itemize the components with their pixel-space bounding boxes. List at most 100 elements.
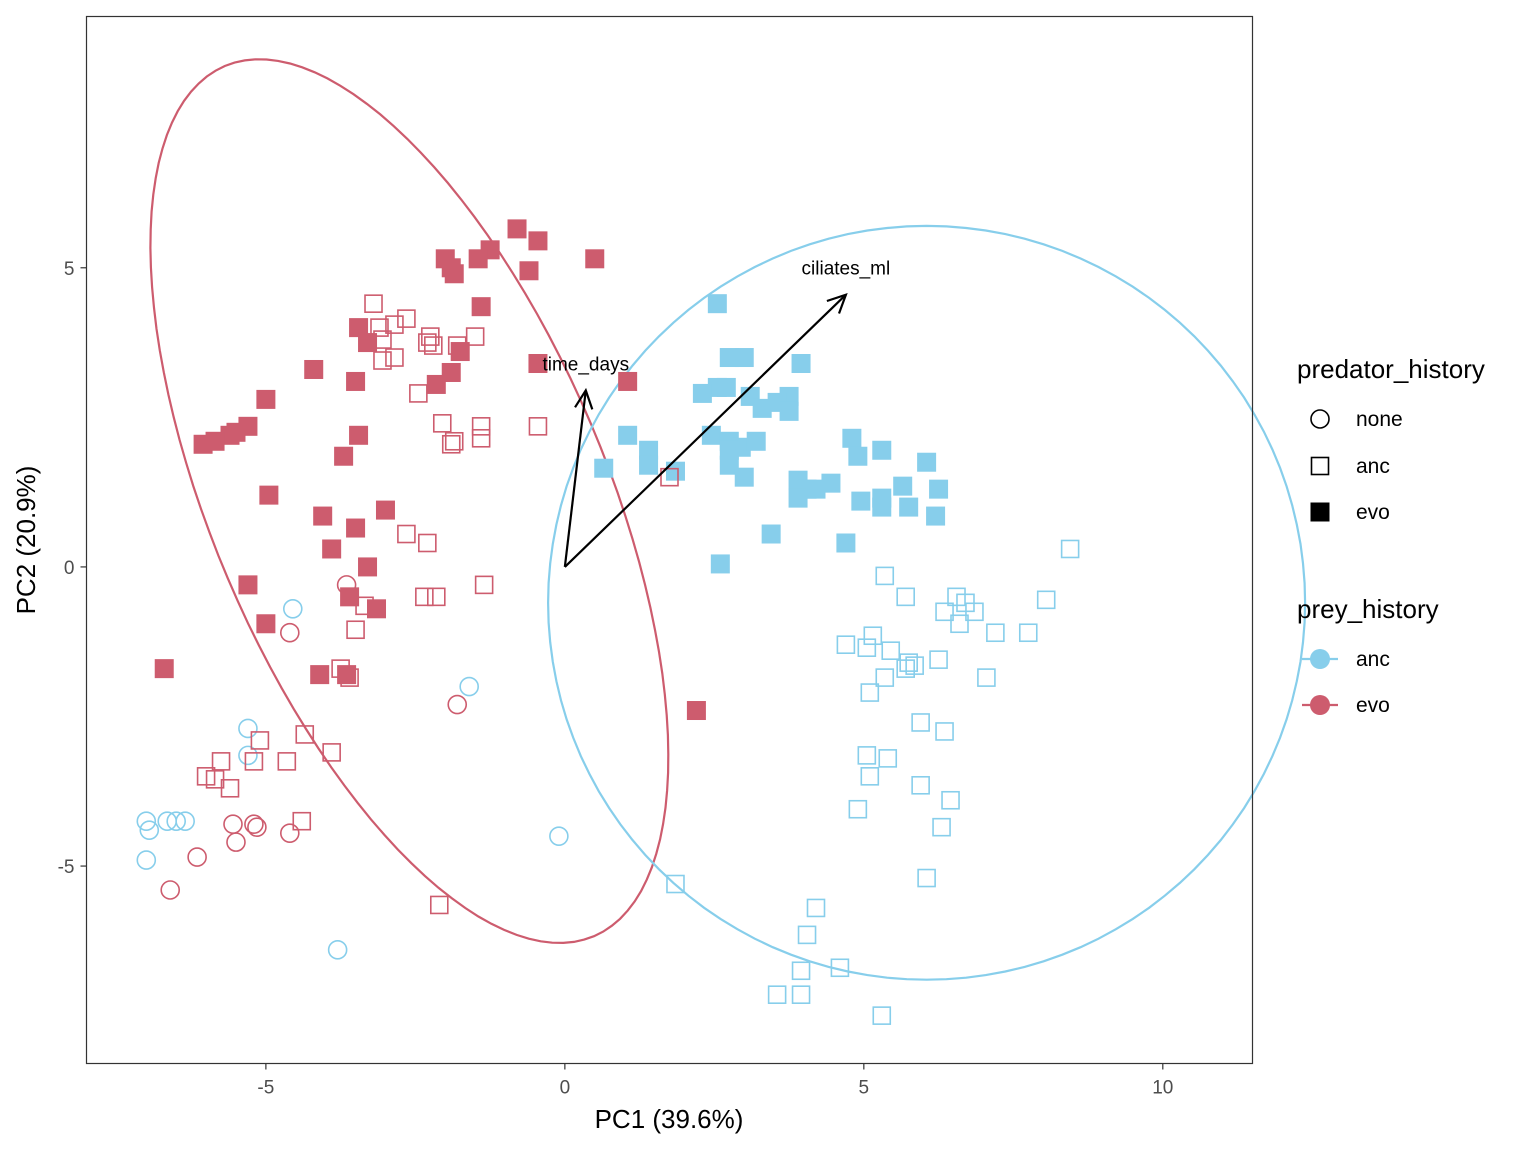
y-tick-label: -5 [58,857,75,878]
point-evo-anc [660,467,679,487]
point-evo-anc [528,417,548,436]
y-tick-label: 5 [64,259,75,280]
legend-label-none: none [1356,408,1403,431]
point-anc-evo [746,431,766,451]
point-evo-anc [385,315,404,334]
point-evo-anc [432,414,452,433]
point-evo-anc [418,333,437,352]
point-evo-anc [426,587,446,607]
point-anc-evo [719,440,739,460]
arrow-ciliates_ml [564,293,847,568]
x-tick-label: 0 [560,1078,571,1099]
point-evo-evo [349,425,369,445]
point-anc-anc [986,623,1005,643]
point-anc-anc [860,683,880,702]
point-evo-none [280,823,300,843]
point-evo-anc [250,731,270,750]
label-ciliates_ml: ciliates_ml [802,259,891,280]
x-tick-label: 5 [859,1078,870,1099]
point-evo-evo [618,371,638,391]
point-anc-anc [917,868,936,888]
point-evo-anc [205,770,225,789]
legend-dot-anc [1310,649,1330,669]
point-anc-anc [941,790,960,810]
point-anc-anc [899,653,918,672]
ellipse-evo [149,58,670,945]
point-evo-evo [358,333,378,353]
point-anc-none [549,826,569,846]
point-anc-anc [950,614,969,634]
point-anc-evo [710,554,730,574]
point-evo-evo [256,614,276,634]
data-points [136,219,1080,1025]
point-evo-evo [313,506,333,526]
point-evo-evo [358,557,378,577]
point-evo-evo [346,371,366,391]
point-evo-anc [444,431,464,451]
point-anc-anc [875,566,895,586]
point-evo-evo [528,354,548,374]
point-anc-none [327,940,348,960]
point-anc-anc [791,961,811,981]
point-anc-evo [791,354,811,374]
point-evo-anc [370,318,389,337]
point-evo-anc [441,434,461,454]
point-evo-evo [349,318,369,338]
point-evo-none [280,622,300,643]
point-evo-anc [415,587,434,607]
point-anc-anc [806,898,826,918]
point-anc-anc [935,722,954,741]
point-anc-evo [929,479,949,499]
point-evo-none [244,814,264,834]
loading-arrows: time_days ciliates_ml [542,259,891,568]
point-anc-anc [860,767,880,786]
point-anc-evo [665,461,685,481]
point-evo-anc [346,620,365,640]
point-anc-anc [872,1006,892,1025]
point-evo-evo [154,659,174,679]
point-anc-anc [848,799,868,819]
point-evo-none [447,694,468,715]
point-anc-anc [932,817,951,837]
point-anc-anc [857,746,877,765]
point-evo-anc [465,327,485,346]
point-anc-evo [734,467,754,487]
point-evo-evo [346,518,366,538]
point-anc-anc [905,656,924,675]
point-evo-anc [471,428,491,448]
point-anc-anc [911,713,930,732]
point-evo-evo [238,575,258,595]
point-evo-anc [322,743,341,762]
point-anc-none [238,745,258,766]
point-evo-none [226,832,246,852]
point-evo-anc [471,417,491,436]
point-anc-evo [899,497,919,517]
point-evo-evo [256,389,276,409]
point-anc-evo [926,506,946,526]
point-anc-anc [875,668,895,687]
point-anc-anc [881,641,901,660]
point-anc-evo [719,455,739,475]
point-evo-evo [259,485,279,505]
point-evo-evo [340,587,360,607]
point-anc-anc [896,587,915,607]
x-axis-title: PC1 (39.6%) [595,1104,744,1134]
point-anc-evo [917,452,937,472]
point-anc-evo [806,479,826,499]
point-anc-none [139,820,160,840]
point-evo-evo [322,539,342,559]
legend-key-evo [1310,502,1330,522]
legend-label-evo: evo [1356,501,1390,524]
point-evo-anc [277,752,297,771]
axis-ticks: -5 0 5 10 -5 0 5 [58,259,1174,1099]
point-evo-anc [474,575,494,595]
point-evo-anc [295,725,315,744]
point-evo-evo [441,362,461,382]
point-anc-evo [893,476,913,496]
point-anc-anc [977,668,996,687]
point-evo-anc [364,294,383,313]
point-anc-none [282,599,303,619]
point-evo-evo [519,261,539,281]
point-anc-anc [965,602,984,622]
point-anc-anc [878,749,898,768]
